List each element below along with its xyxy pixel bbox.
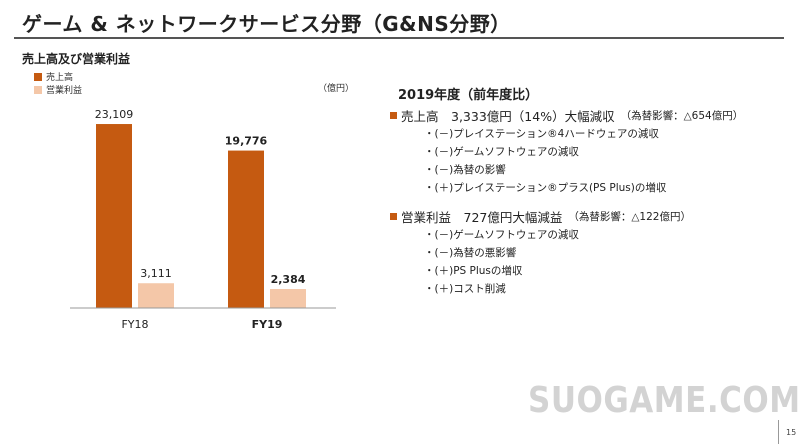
sales-item: ・(－)プレイステーション®4ハードウェアの減収 — [424, 128, 659, 140]
data-label: 23,109 — [95, 108, 134, 121]
data-label: 3,111 — [140, 267, 172, 280]
x-tick-label: FY18 — [121, 318, 148, 331]
profit-item: ・(＋)コスト削減 — [424, 283, 506, 295]
legend-swatch-profit — [34, 85, 42, 94]
sales-item: ・(－)為替の影響 — [424, 164, 506, 176]
sales-fx-note: （為替影響：△654億円） — [620, 110, 744, 122]
sales-item: ・(－)ゲームソフトウェアの減収 — [424, 146, 579, 158]
legend-swatch-sales — [34, 72, 42, 81]
data-label: 2,384 — [271, 273, 306, 286]
x-tick-label: FY19 — [252, 318, 283, 331]
chart-legend: 売上高 営業利益 — [34, 70, 82, 96]
profit-item: ・(－)為替の悪影響 — [424, 247, 517, 259]
commentary-period: 2019年度（前年度比） — [398, 88, 539, 103]
legend-item-sales: 売上高 — [34, 70, 82, 83]
legend-item-profit: 営業利益 — [34, 83, 82, 96]
bar-fy19-sales — [228, 150, 264, 308]
profit-bullet-icon — [390, 213, 397, 220]
sales-item: ・(＋)プレイステーション®プラス(PS Plus)の増収 — [424, 182, 667, 194]
sales-headline: 売上高 3,333億円（14%）大幅減収 （為替影響：△654億円） — [390, 106, 743, 125]
bar-fy19-profit — [270, 289, 306, 308]
legend-label-profit: 営業利益 — [46, 86, 83, 96]
chart-subtitle: 売上高及び営業利益 — [22, 52, 131, 66]
slide-title: ゲーム & ネットワークサービス分野（G&NS分野） — [22, 12, 511, 36]
legend-label-sales: 売上高 — [46, 73, 74, 83]
page-number: 15 — [786, 428, 797, 437]
profit-fx-note: （為替影響：△122億円） — [568, 211, 691, 223]
unit-label: （億円） — [318, 84, 355, 94]
data-label: 19,776 — [225, 135, 268, 148]
profit-headline-text: 営業利益 727億円大幅減益 — [401, 210, 563, 225]
sales-headline-text: 売上高 3,333億円（14%）大幅減収 — [401, 109, 615, 124]
watermark: SUOGAME.COM — [528, 380, 800, 422]
title-divider — [14, 37, 784, 39]
page-number-divider — [778, 420, 779, 444]
profit-item: ・(－)ゲームソフトウェアの減収 — [424, 229, 579, 241]
profit-headline: 営業利益 727億円大幅減益 （為替影響：△122億円） — [390, 207, 691, 226]
profit-item: ・(＋)PS Plusの増収 — [424, 265, 523, 277]
bar-fy18-sales — [96, 124, 132, 308]
bar-fy18-profit — [138, 283, 174, 308]
sales-bullet-icon — [390, 112, 397, 119]
bar-chart: 23,109 3,111 FY18 19,776 2,384 FY19 — [70, 108, 336, 331]
